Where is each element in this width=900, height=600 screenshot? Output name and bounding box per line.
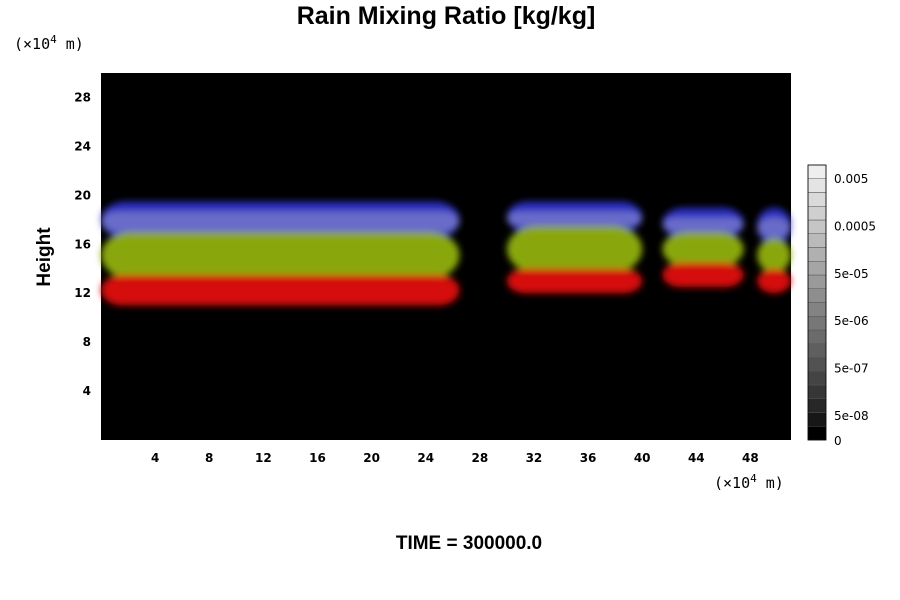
x-unit-exponent: 4: [750, 472, 757, 485]
right-cell-green-layer: [662, 232, 744, 267]
colorbar-segment: [807, 343, 827, 358]
y-tick-label: 4: [83, 384, 91, 398]
y-tick-label: 28: [74, 90, 91, 104]
x-tick-label: 4: [151, 451, 159, 465]
x-tick-label: 28: [471, 451, 488, 465]
y-axis-unit: (×104 m): [14, 33, 84, 53]
colorbar-segment: [807, 302, 827, 317]
far-right-cell-green-layer: [757, 238, 791, 273]
colorbar-tick-label: 5e-07: [834, 362, 869, 376]
colorbar-segment: [807, 192, 827, 207]
colorbar-frame: [807, 164, 827, 441]
colorbar-segment: [807, 412, 827, 427]
x-unit-prefix: (×10: [714, 474, 750, 492]
colorbar-segment: [807, 426, 827, 441]
colorbar-tick-label: 5e-06: [834, 314, 869, 328]
colorbar-tick-label: 5e-05: [834, 267, 869, 281]
plot-area: [101, 73, 791, 440]
colorbar-segment: [807, 247, 827, 262]
cell-center-cell: [506, 201, 643, 294]
x-tick-label: 36: [580, 451, 597, 465]
x-tick-label: 48: [742, 451, 759, 465]
colorbar-segment: [807, 219, 827, 234]
center-cell-haze-layer: [506, 211, 643, 226]
right-cell-haze-layer: [662, 217, 744, 233]
colorbar-segment: [807, 384, 827, 399]
x-tick-label: 20: [363, 451, 380, 465]
colorbar-segment: [807, 371, 827, 386]
cell-right-cell: [662, 207, 744, 288]
x-tick-label: 40: [634, 451, 651, 465]
colorbar: [807, 164, 827, 441]
colorbar-segment: [807, 261, 827, 276]
y-tick-label: 16: [74, 237, 91, 251]
colorbar-segment: [807, 164, 827, 179]
cell-left-band: [101, 201, 460, 306]
y-tick-label: 24: [74, 139, 91, 153]
colorbar-segment: [807, 288, 827, 303]
x-tick-label: 12: [255, 451, 272, 465]
y-tick-label: 20: [74, 188, 91, 202]
colorbar-segment: [807, 233, 827, 248]
center-cell-green-layer: [506, 225, 643, 273]
x-tick-label: 32: [526, 451, 543, 465]
center-cell-red-layer: [506, 268, 643, 294]
colorbar-segment: [807, 178, 827, 193]
colorbar-segment: [807, 206, 827, 221]
colorbar-segment: [807, 274, 827, 289]
y-tick-labels: 4 8 12 16 20 24 28: [74, 90, 91, 398]
y-tick-label: 8: [83, 335, 91, 349]
colorbar-tick-label: 5e-08: [834, 409, 869, 423]
colorbar-segment: [807, 316, 827, 331]
x-tick-label: 16: [309, 451, 326, 465]
colorbar-tick-labels: 0.005 0.0005 5e-05 5e-06 5e-07 5e-08 0: [834, 172, 876, 448]
chart-title: Rain Mixing Ratio [kg/kg]: [297, 2, 596, 30]
far-right-cell-haze-layer: [757, 217, 791, 239]
right-cell-red-layer: [662, 262, 744, 288]
x-axis-unit: (×104 m): [714, 472, 784, 492]
colorbar-tick-label: 0.0005: [834, 219, 876, 233]
rain-cells: [101, 201, 791, 306]
x-unit-suffix: m): [757, 474, 784, 492]
left-band-haze-layer: [101, 211, 460, 233]
colorbar-segment: [807, 398, 827, 413]
time-annotation: TIME = 300000.0: [396, 533, 542, 554]
x-tick-label: 8: [205, 451, 213, 465]
colorbar-tick-label: 0.005: [834, 172, 868, 186]
left-band-red-layer: [101, 274, 460, 306]
y-unit-suffix: m): [57, 35, 84, 53]
y-tick-label: 12: [74, 286, 91, 300]
cell-far-right-cell: [757, 207, 791, 294]
colorbar-segment: [807, 357, 827, 372]
x-tick-labels: 4 8 12 16 20 24 28 32 36 40 44 48: [151, 451, 759, 465]
y-unit-prefix: (×10: [14, 35, 50, 53]
x-tick-label: 24: [417, 451, 434, 465]
left-band-green-layer: [101, 232, 460, 279]
y-axis-label: Height: [34, 227, 55, 287]
colorbar-tick-label: 0: [834, 434, 842, 448]
colorbar-segment: [807, 329, 827, 344]
far-right-cell-red-layer: [757, 268, 791, 294]
y-unit-exponent: 4: [50, 33, 57, 46]
x-tick-label: 44: [688, 451, 705, 465]
